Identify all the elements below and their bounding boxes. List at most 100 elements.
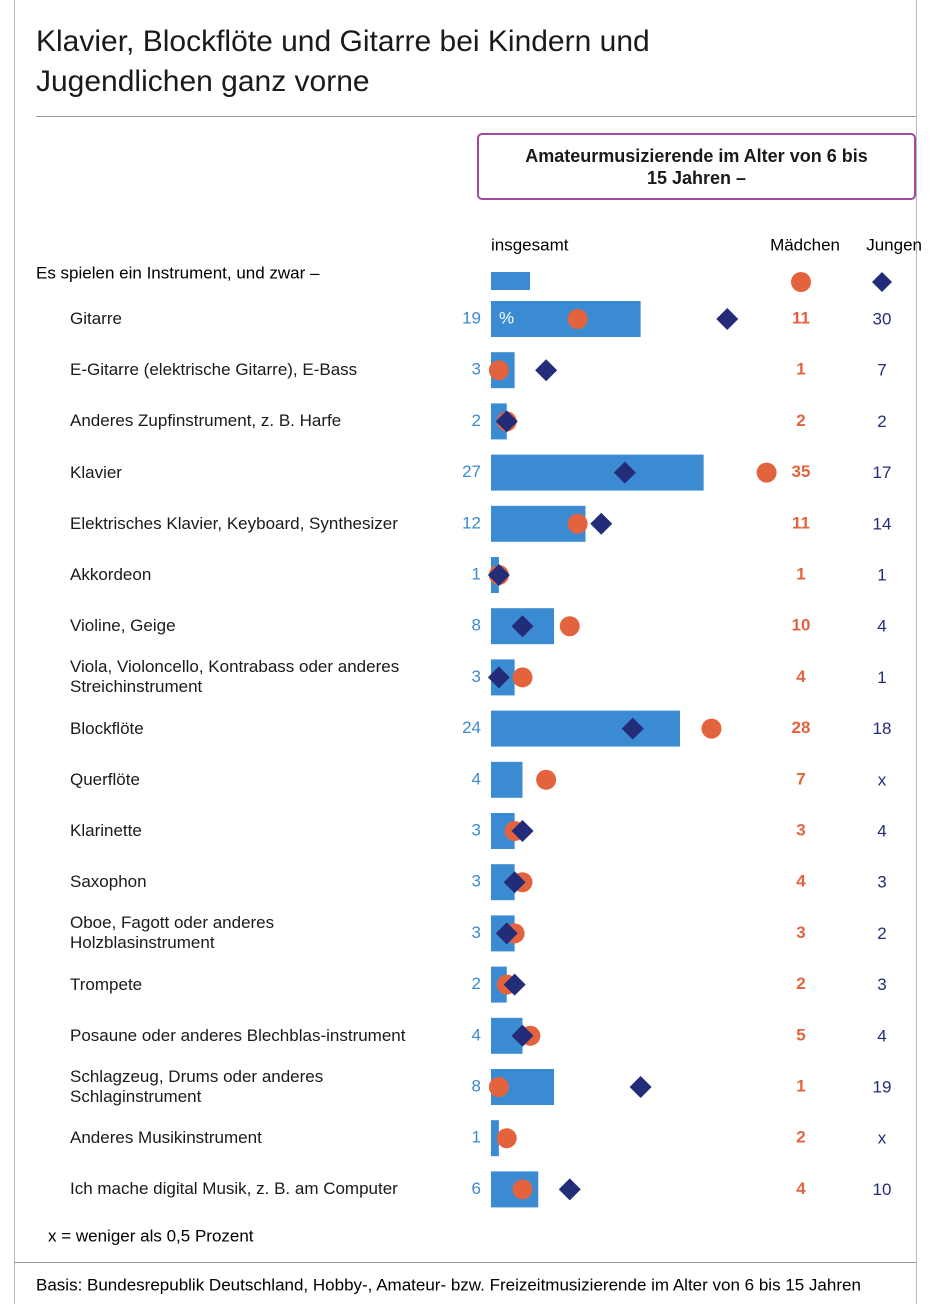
value-label: 4 — [796, 667, 806, 686]
value-label: 3 — [472, 820, 481, 839]
category-label: Elektrisches Klavier, Keyboard, Synthesi… — [70, 513, 398, 533]
value-label: 3 — [796, 820, 805, 839]
category-label: Violine, Geige — [70, 616, 176, 636]
value-label: 1 — [796, 564, 805, 583]
boy-diamond — [590, 512, 613, 535]
intro: Es spielen ein Instrument, und zwar – — [36, 263, 320, 282]
value-label: 4 — [796, 1179, 806, 1198]
value-label: 2 — [796, 974, 805, 993]
category-label: Querflöte — [70, 769, 140, 789]
bar — [491, 301, 641, 337]
value-label: 2 — [472, 974, 481, 993]
boy-diamond — [511, 1024, 534, 1047]
boy-diamond — [629, 1076, 652, 1098]
unit-label: % — [499, 308, 514, 327]
girl-dot — [567, 513, 588, 534]
bar — [491, 1120, 499, 1157]
bar — [491, 864, 515, 901]
value-label: 19 — [873, 1077, 892, 1096]
value-label: 2 — [796, 1128, 805, 1147]
bar — [491, 710, 680, 747]
value-label: 27 — [462, 462, 481, 481]
category-label: E-Gitarre (elektrische Gitarre), E-Bass — [70, 360, 358, 380]
girl-dot — [701, 718, 722, 739]
girl-dot — [559, 616, 580, 637]
value-label: 12 — [462, 513, 481, 532]
value-label: 19 — [462, 308, 481, 327]
value-label: 1 — [877, 668, 886, 687]
value-label: 1 — [796, 360, 805, 379]
value-label: 35 — [792, 462, 811, 481]
value-label: 11 — [792, 513, 810, 532]
girl-dot — [536, 769, 557, 790]
value-label: 7 — [877, 361, 886, 380]
boy-diamond — [503, 871, 526, 894]
value-label: 8 — [472, 1076, 481, 1095]
value-label: 8 — [472, 616, 481, 635]
boy-diamond — [613, 461, 636, 484]
subtitle-box: Amateurmusizierende im Alter von 6 bis 1… — [477, 133, 916, 200]
boy-diamond — [503, 973, 526, 996]
category-label: Oboe, Fagott oder anderes Holzblasinstru… — [70, 913, 275, 953]
legend-label: insgesamt — [491, 235, 569, 254]
value-label: 4 — [472, 1025, 481, 1044]
value-label: 4 — [877, 821, 886, 840]
value-label: 14 — [873, 514, 892, 533]
value-label: 18 — [873, 719, 892, 738]
value-label: 3 — [472, 872, 481, 891]
value-label: 28 — [792, 718, 811, 737]
value-label: 2 — [472, 411, 481, 430]
category-label: Schlagzeug, Drums oder anderes Schlagins… — [70, 1067, 324, 1106]
boy-diamond — [487, 666, 510, 689]
category-label: Trompete — [70, 974, 143, 994]
legend-label: Mädchen — [770, 235, 840, 254]
value-label: 4 — [877, 617, 886, 636]
boy-diamond — [495, 410, 518, 433]
bar — [491, 454, 704, 491]
boy-diamond — [621, 717, 644, 740]
value-label: 3 — [472, 667, 481, 686]
note: x = weniger als 0,5 Prozent — [48, 1226, 254, 1245]
value-label: 4 — [796, 872, 806, 891]
boy-diamond — [487, 564, 510, 586]
value-label: 17 — [873, 463, 892, 482]
value-label: 3 — [877, 975, 886, 994]
value-label: x — [878, 770, 887, 789]
value-label: 3 — [472, 360, 481, 379]
value-label: 3 — [472, 923, 481, 942]
value-label: 10 — [873, 1180, 892, 1199]
legend-bar — [491, 272, 530, 290]
category-label: Ich mache digital Musik, z. B. am Comput… — [70, 1179, 398, 1199]
value-label: 30 — [873, 309, 892, 328]
category-label: Posaune oder anderes Blechblas-instrumen… — [70, 1025, 406, 1045]
legend-diamond — [872, 272, 892, 292]
girl-dot — [512, 1179, 533, 1200]
girl-dot — [567, 309, 588, 329]
category-label: Blockflöte — [70, 718, 144, 738]
category-label: Anderes Musikinstrument — [70, 1128, 262, 1148]
category-label: Akkordeon — [70, 565, 152, 584]
boy-diamond — [716, 308, 739, 330]
girl-dot — [756, 462, 777, 483]
boy-diamond — [511, 615, 534, 638]
value-label: 2 — [877, 412, 886, 431]
legend-label: Jungen — [866, 235, 922, 254]
value-label: 5 — [796, 1025, 805, 1044]
category-label: Klavier — [70, 462, 122, 482]
bar — [491, 813, 515, 849]
value-label: 24 — [462, 718, 481, 737]
boy-diamond — [511, 820, 534, 842]
boy-diamond — [495, 922, 518, 945]
boy-diamond — [535, 359, 558, 382]
value-label: 11 — [792, 308, 810, 327]
category-label: Klarinette — [70, 821, 142, 840]
girl-dot — [488, 360, 509, 381]
girl-dot — [496, 1128, 517, 1149]
value-label: 4 — [877, 1026, 886, 1045]
value-label: 1 — [877, 565, 886, 584]
value-label: 4 — [472, 769, 481, 788]
value-label: 7 — [796, 769, 805, 788]
category-label: Saxophon — [70, 872, 147, 892]
category-label: Viola, Violoncello, Kontrabass oder ande… — [70, 657, 400, 697]
